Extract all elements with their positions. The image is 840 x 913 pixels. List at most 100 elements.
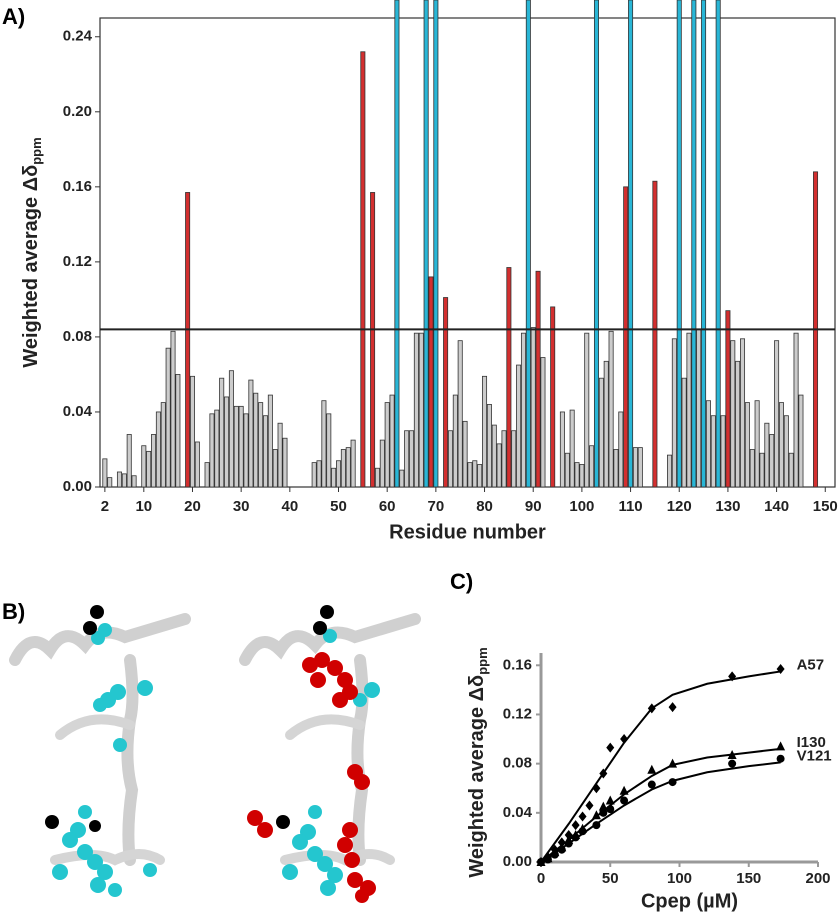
- x-tick-label: 90: [525, 498, 542, 515]
- y-axis-label-sub: ppm: [29, 137, 44, 164]
- bar: [550, 306, 556, 488]
- data-point: [537, 858, 545, 866]
- data-point: [668, 758, 678, 768]
- bar: [370, 192, 376, 488]
- bar: [336, 460, 342, 488]
- bar: [409, 430, 415, 488]
- bar: [477, 464, 483, 488]
- bar: [248, 379, 254, 488]
- bar: [774, 340, 780, 488]
- bar: [506, 267, 512, 488]
- bar: [131, 475, 137, 488]
- bar: [462, 420, 468, 488]
- bar: [730, 340, 736, 488]
- bar: [520, 332, 526, 488]
- bar: [452, 394, 458, 488]
- bar: [681, 377, 687, 488]
- data-point: [668, 778, 677, 787]
- x-tick-label: 100: [569, 498, 594, 515]
- bar: [589, 445, 595, 488]
- bar: [258, 402, 264, 488]
- bar: [321, 400, 327, 488]
- bar: [710, 415, 716, 488]
- y-tick-label: 0.16: [503, 656, 532, 673]
- data-point: [543, 855, 552, 864]
- x-tick-label: 50: [602, 870, 619, 887]
- bar: [598, 377, 604, 488]
- x-tick-label: 110: [618, 498, 642, 515]
- bar: [116, 471, 122, 488]
- bar: [214, 409, 220, 488]
- data-point: [571, 833, 580, 842]
- y-tick-label: 0.04: [503, 804, 533, 821]
- data-point: [728, 759, 737, 768]
- y-axis-label-sub: ppm: [475, 647, 490, 674]
- data-point: [571, 820, 580, 831]
- bar: [667, 454, 673, 488]
- bar: [311, 462, 317, 488]
- data-point: [592, 783, 601, 794]
- y-axis-label: Weighted average Δδppm: [466, 647, 490, 877]
- bar: [637, 447, 643, 488]
- bar: [340, 449, 346, 488]
- bar: [360, 51, 366, 488]
- bar: [511, 430, 517, 488]
- bar: [404, 430, 410, 488]
- broadened-bar: [593, 0, 599, 488]
- bar: [467, 462, 473, 488]
- bar: [374, 467, 380, 488]
- data-point: [620, 734, 629, 745]
- bar: [574, 462, 580, 488]
- bar: [160, 402, 166, 488]
- bar: [379, 439, 385, 488]
- bar: [603, 360, 609, 488]
- bar: [243, 413, 249, 488]
- bar: [326, 413, 332, 488]
- y-tick-label: 0.16: [63, 178, 92, 195]
- x-tick-label: 100: [667, 870, 692, 887]
- fit-line: [540, 747, 781, 863]
- panel-label: A): [2, 4, 25, 29]
- x-tick-label: 50: [330, 498, 347, 515]
- x-tick-label: 40: [281, 498, 298, 515]
- bar: [735, 360, 741, 488]
- bar: [559, 411, 565, 488]
- broadened-bar: [701, 0, 707, 488]
- data-point: [606, 742, 615, 753]
- bar: [535, 270, 541, 488]
- bar: [696, 329, 702, 488]
- bar: [584, 332, 590, 488]
- x-tick-label: 70: [428, 498, 445, 515]
- bar: [194, 441, 200, 488]
- bar: [793, 332, 799, 488]
- series-label: A57: [797, 656, 825, 673]
- data-point: [728, 671, 737, 682]
- bar: [579, 464, 585, 488]
- y-axis-label-main: Weighted average Δδ: [20, 165, 42, 368]
- bar: [253, 392, 259, 488]
- bar: [238, 405, 244, 488]
- data-point: [592, 821, 601, 830]
- y-tick-label: 0.24: [63, 28, 93, 45]
- x-tick-label: 130: [715, 498, 740, 515]
- y-tick-label: 0.20: [63, 103, 92, 120]
- bar: [151, 434, 157, 488]
- bar: [720, 415, 726, 488]
- broadened-bar: [715, 0, 721, 488]
- bar: [447, 430, 453, 488]
- x-tick-label: 60: [379, 498, 396, 515]
- bar: [759, 452, 765, 488]
- bar: [228, 370, 234, 488]
- data-point: [668, 702, 677, 713]
- bar: [170, 330, 176, 488]
- bar: [783, 415, 789, 488]
- x-tick-label: 80: [476, 498, 493, 515]
- bar: [272, 449, 278, 488]
- bar: [389, 394, 395, 488]
- data-point: [776, 663, 785, 674]
- bar: [472, 460, 478, 488]
- bar: [798, 394, 804, 488]
- data-point: [550, 850, 559, 859]
- data-point: [727, 750, 737, 760]
- panel-label: B): [2, 599, 25, 624]
